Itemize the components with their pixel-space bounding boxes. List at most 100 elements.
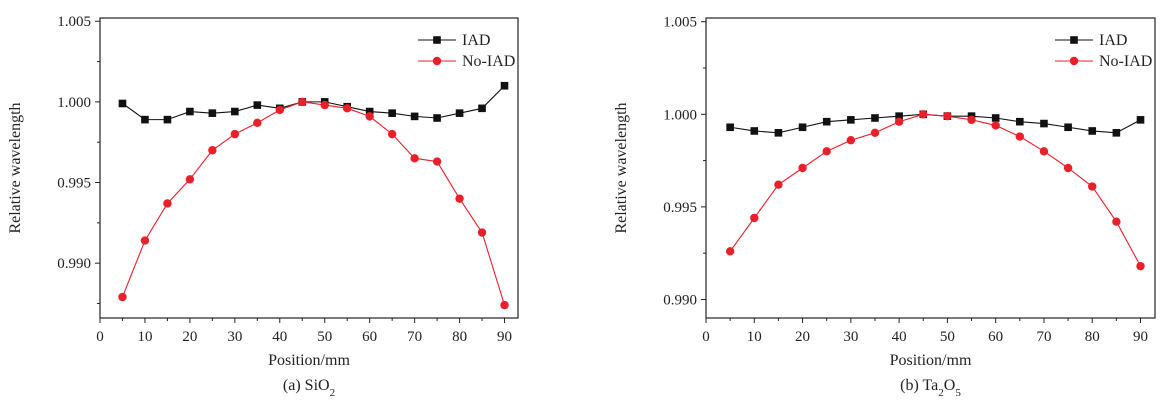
caption-subscript: 2: [938, 387, 944, 399]
data-point: [231, 107, 239, 116]
data-point: [1016, 117, 1024, 126]
data-point: [725, 247, 735, 256]
data-point: [798, 163, 807, 173]
data-point: [478, 104, 486, 113]
data-point: [750, 213, 759, 223]
series-line: [122, 85, 505, 121]
x-tick-label: 30: [843, 329, 858, 345]
y-tick-label: 1.000: [57, 95, 91, 111]
x-tick-label: 90: [1133, 329, 1148, 345]
data-point: [1064, 123, 1072, 132]
series-line: [729, 113, 1141, 267]
data-point: [1136, 116, 1145, 124]
x-tick-label: 70: [1036, 329, 1051, 345]
x-tick-label: 40: [272, 329, 287, 345]
caption-text: O: [944, 377, 956, 394]
data-point: [118, 99, 127, 108]
data-point: [895, 112, 903, 120]
series-iad: [726, 110, 1145, 137]
data-point: [846, 136, 856, 145]
legend-marker: [1069, 56, 1079, 66]
series-iad: [118, 81, 509, 124]
data-point: [388, 109, 396, 117]
legend-marker: [433, 36, 441, 44]
series-no-iad: [118, 97, 509, 310]
data-point: [365, 107, 374, 116]
data-point: [726, 123, 734, 132]
data-point: [185, 175, 195, 184]
legend-label: IAD: [462, 32, 490, 49]
data-point: [774, 180, 783, 189]
chart-panel-b: 0 10 20 30 40 50 60 70 80 90 0.990 0.995 1.000 1.005 P…: [613, 15, 1156, 399]
x-tick-label: 80: [1085, 329, 1100, 345]
plot-frame: [705, 17, 1156, 319]
data-point: [967, 115, 976, 125]
data-point: [750, 127, 759, 135]
y-tick-label: 0.995: [663, 200, 697, 216]
data-point: [991, 121, 1000, 130]
legend: IAD No-IAD: [418, 32, 515, 70]
data-point: [410, 154, 419, 163]
data-point: [500, 81, 509, 90]
data-point: [343, 104, 352, 113]
y-tick-label: 0.990: [663, 292, 697, 308]
data-point: [1015, 132, 1025, 141]
data-point: [847, 116, 855, 124]
data-point: [1039, 147, 1049, 156]
data-point: [871, 114, 879, 122]
data-point: [432, 157, 442, 166]
y-tick-label: 1.000: [663, 107, 697, 123]
data-point: [433, 114, 441, 122]
data-point: [163, 115, 172, 124]
y-tick-label: 0.995: [57, 176, 91, 192]
x-tick-label: 20: [182, 329, 197, 345]
x-tick-label: 70: [407, 329, 422, 345]
data-point: [1088, 182, 1097, 191]
caption-text: (a) SiO: [283, 377, 330, 394]
data-point: [774, 129, 783, 137]
y-axis-label: Relative wavelength: [7, 102, 24, 233]
data-point: [1136, 261, 1145, 271]
data-point: [455, 194, 464, 203]
x-tick-label: 50: [940, 329, 955, 345]
x-tick-label: 60: [362, 329, 377, 345]
data-point: [208, 146, 217, 155]
data-point: [186, 107, 194, 116]
x-tick-label: 60: [988, 329, 1003, 345]
x-tick-label: 10: [137, 329, 152, 345]
x-tick-label: 0: [96, 329, 104, 345]
y-tick-label: 1.005: [57, 14, 91, 30]
data-point: [1063, 163, 1073, 173]
legend: IAD No-IAD: [1055, 32, 1152, 70]
data-point: [298, 97, 307, 107]
series-line: [121, 101, 506, 306]
figure-caption: (a) SiO2: [283, 377, 335, 399]
data-point: [208, 109, 217, 117]
legend-label: No-IAD: [462, 53, 515, 70]
data-point: [1112, 217, 1121, 226]
figure-caption: (b) Ta2O5: [900, 377, 961, 399]
x-tick-label: 0: [702, 329, 710, 345]
data-point: [822, 117, 831, 126]
data-point: [1040, 119, 1048, 128]
data-point: [943, 111, 952, 121]
data-point: [163, 199, 172, 208]
data-point: [1112, 129, 1121, 137]
data-point: [387, 129, 397, 139]
caption-text: (b) Ta: [900, 377, 938, 394]
data-point: [798, 123, 807, 132]
x-tick-label: 10: [747, 329, 762, 345]
data-point: [919, 110, 928, 119]
x-axis-label: Position/mm: [268, 352, 350, 369]
x-tick-label: 80: [452, 329, 467, 345]
data-point: [320, 100, 329, 110]
x-tick-label: 50: [317, 329, 332, 345]
data-point: [410, 112, 419, 121]
series-no-iad: [725, 110, 1145, 271]
legend-label: No-IAD: [1099, 53, 1152, 70]
x-tick-label: 40: [892, 329, 907, 345]
series-line: [730, 113, 1141, 134]
y-axis-label: Relative wavelength: [613, 102, 630, 233]
data-point: [455, 109, 464, 117]
